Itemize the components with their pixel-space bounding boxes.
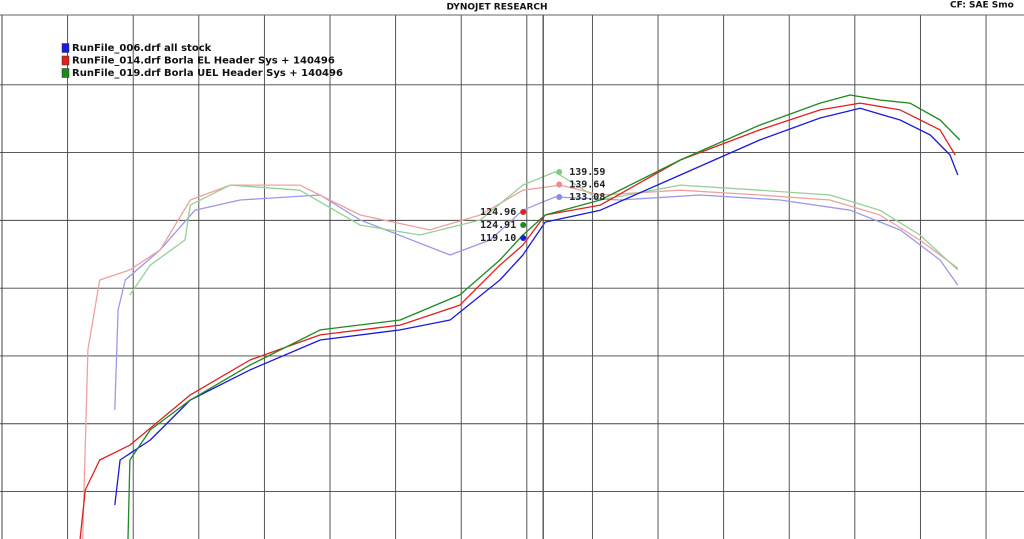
chart-title: DYNOJET RESEARCH xyxy=(446,3,547,13)
cursor-value-label: 119.10 xyxy=(480,233,516,244)
torque-curve xyxy=(82,184,959,539)
cursor-dot xyxy=(520,209,527,215)
cursor-dot xyxy=(520,222,527,228)
power-curve xyxy=(79,102,956,539)
power-curve xyxy=(127,94,961,539)
cursor-value-label: 124.91 xyxy=(480,220,516,231)
cursor-dot xyxy=(556,194,563,200)
cursor-value-label: 124.96 xyxy=(480,207,516,218)
cursor-value-label: 133.08 xyxy=(569,192,605,203)
legend-swatch xyxy=(61,43,70,53)
legend-label: RunFile_006.drf all stock xyxy=(72,43,212,54)
legend-label: RunFile_014.drf Borla EL Header Sys + 14… xyxy=(72,56,335,67)
cursor-value-label: 139.64 xyxy=(569,180,605,191)
cursor-value-label: 139.59 xyxy=(569,167,605,178)
legend: RunFile_006.drf all stock RunFile_014.drf… xyxy=(61,43,343,79)
curves xyxy=(79,94,961,539)
corner-note: CF: SAE Smo xyxy=(950,1,1014,11)
grid xyxy=(0,15,1024,539)
legend-label: RunFile_019.drf Borla UEL Header Sys + 1… xyxy=(72,68,343,79)
cursor-dot xyxy=(520,235,527,241)
cursor-dot xyxy=(556,181,563,188)
cursor-dot xyxy=(556,169,563,175)
torque-curve xyxy=(129,171,959,296)
legend-swatch xyxy=(61,55,70,66)
legend-swatch xyxy=(61,68,70,78)
power-curve xyxy=(114,107,959,506)
